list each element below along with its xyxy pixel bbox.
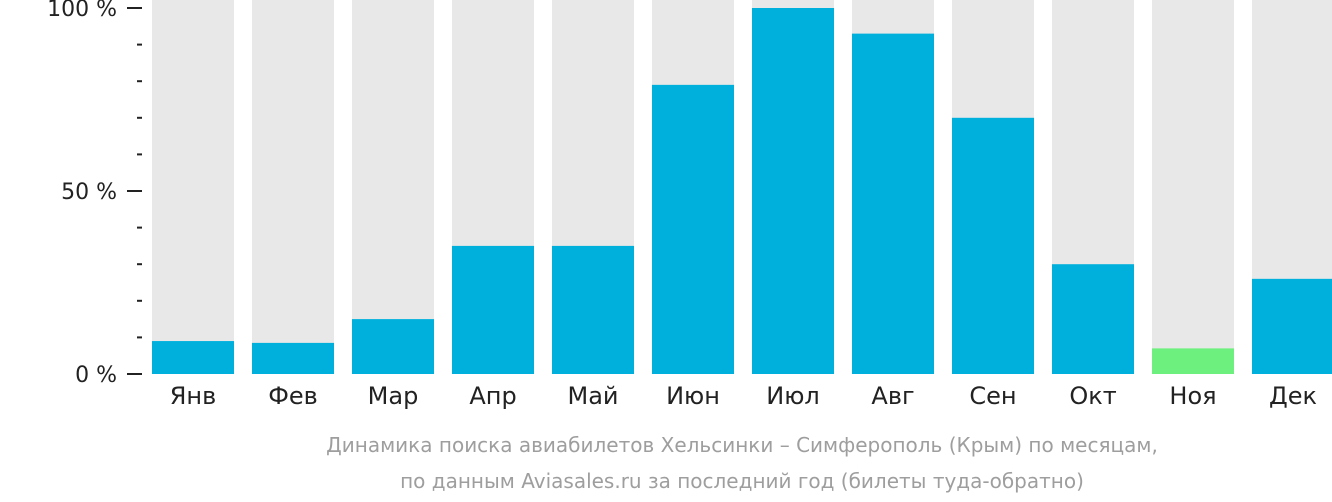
y-tick-label-1: 100 %	[47, 0, 117, 22]
x-tick-label-9: Сен	[969, 382, 1016, 410]
bar-11	[1152, 348, 1234, 374]
y-axis: 100 % 50 % 0 %	[47, 0, 142, 388]
bar-1	[152, 341, 234, 374]
bar-6	[652, 84, 734, 375]
x-tick-label-5: Май	[567, 382, 618, 410]
bar-9	[952, 117, 1034, 375]
x-tick-label-12: Дек	[1269, 382, 1317, 410]
bar-4	[452, 245, 534, 374]
x-tick-label-3: Мар	[368, 382, 419, 410]
bar-background-1	[152, 0, 234, 374]
bar-background-2	[252, 0, 334, 374]
x-tick-label-11: Ноя	[1169, 382, 1216, 410]
y-tick-label-3: 0 %	[75, 363, 117, 388]
bar-10	[1052, 264, 1134, 374]
bars-group	[152, 0, 1332, 375]
x-tick-label-8: Авг	[871, 382, 914, 410]
bar-12	[1252, 278, 1332, 374]
bar-2	[252, 342, 334, 374]
x-tick-label-6: Июн	[666, 382, 720, 410]
caption-line-2: по данным Aviasales.ru за последний год …	[400, 469, 1084, 493]
x-tick-label-7: Июл	[766, 382, 820, 410]
bar-background-11	[1152, 0, 1234, 374]
x-axis-labels: Янв Фев Мар Апр Май Июн Июл Авг Сен Окт Ноя Дек	[170, 382, 1317, 410]
x-tick-label-1: Янв	[170, 382, 217, 410]
x-tick-label-10: Окт	[1069, 382, 1116, 410]
bar-7	[752, 8, 834, 374]
y-tick-label-2: 50 %	[61, 180, 117, 205]
bar-background-3	[352, 0, 434, 374]
caption-line-1: Динамика поиска авиабилетов Хельсинки – …	[326, 433, 1158, 457]
bar-8	[852, 33, 934, 375]
x-tick-label-2: Фев	[268, 382, 318, 410]
bar-3	[352, 319, 434, 374]
bar-5	[552, 245, 634, 374]
x-tick-label-4: Апр	[469, 382, 516, 410]
